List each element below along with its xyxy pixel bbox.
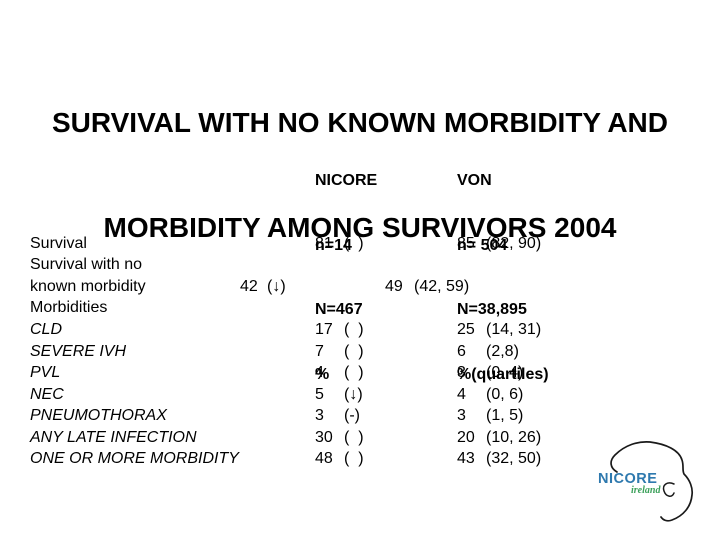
von-quartiles: (2,8) <box>486 342 519 360</box>
baby-head-profile-icon <box>610 441 694 522</box>
von-quartiles: (82, 90) <box>486 235 542 252</box>
morbidity-label: NEC <box>30 385 64 403</box>
table-row-survival: Survival 81 ( ) 85 (82, 90) <box>0 233 720 255</box>
nicore-n-big: N=467 <box>315 301 363 318</box>
baby-ear-icon <box>662 482 675 497</box>
von-quartiles: (1, 5) <box>486 407 524 424</box>
table-row-any-late-infection: ANY LATE INFECTION 30 ( ) 20 (10, 26) <box>0 427 720 449</box>
von-quartiles: (10, 26) <box>486 428 542 446</box>
von-value: 85 <box>457 235 475 252</box>
table-row-no-known-morbidity-line2: known morbidity 42 (↓) 49 (42, 59) <box>0 276 720 298</box>
slide-title: SURVIVAL WITH NO KNOWN MORBIDITY AND MOR… <box>0 35 720 315</box>
nicore-value: 5 <box>315 385 324 403</box>
von-column-name: VON <box>457 172 492 189</box>
von-value: 3 <box>457 364 466 381</box>
von-value: 4 <box>457 385 466 403</box>
nicore-flag: ( ) <box>344 428 364 446</box>
morbidity-label: PVL <box>30 364 61 381</box>
table-row-pvl: PVL 4 ( ) 3 (0, 4) <box>0 362 720 384</box>
nicore-value: 17 <box>315 321 333 338</box>
nicore-value: 42 <box>240 278 258 295</box>
table-row-one-or-more-morbidity: ONE OR MORE MORBIDITY 48 ( ) 43 (32, 50) <box>0 448 720 470</box>
title-line-2: MORBIDITY AMONG SURVIVORS 2004 <box>103 212 617 243</box>
nicore-value: 48 <box>315 450 333 467</box>
von-value: 43 <box>457 450 475 467</box>
table-row-cld: CLD 17 ( ) 25 (14, 31) <box>0 319 720 341</box>
nicore-flag: ( ) <box>344 342 364 360</box>
logo-region-label: ireland <box>631 485 661 496</box>
row-label: Survival with no <box>30 256 143 273</box>
nicore-unit: % <box>315 365 330 383</box>
von-value: 6 <box>457 342 466 360</box>
table-row-nec: NEC 5 (↓) 4 (0, 6) <box>0 384 720 406</box>
nicore-column-name: NICORE <box>315 172 378 189</box>
von-n-big: N=38,895 <box>457 301 527 318</box>
table-row-no-known-morbidity-line1: Survival with no <box>0 254 720 276</box>
von-quartiles: (0, 4) <box>486 364 524 381</box>
von-quartiles: (42, 59) <box>414 278 470 295</box>
von-quartiles: (0, 6) <box>486 385 524 403</box>
von-n-small: n= 504 <box>457 236 508 254</box>
table-row-severe-ivh: SEVERE IVH 7 ( ) 6 (2,8) <box>0 341 720 363</box>
nicore-ireland-logo: NICORE ireland <box>598 441 694 522</box>
nicore-value: 7 <box>315 342 324 360</box>
von-quartiles: (14, 31) <box>486 321 542 338</box>
nicore-flag: ( ) <box>344 364 364 381</box>
morbidity-label: CLD <box>30 321 63 338</box>
row-label: Survival <box>30 235 87 252</box>
von-value: 25 <box>457 321 475 338</box>
von-column-header: VON n= 504 N=38,895 %(quartiles) <box>457 127 549 428</box>
von-value: 3 <box>457 407 466 424</box>
von-value: 49 <box>385 278 403 295</box>
morbidity-label: PNEUMOTHORAX <box>30 407 167 424</box>
nicore-flag: (↓) <box>344 385 363 403</box>
morbidity-label: ANY LATE INFECTION <box>30 428 197 446</box>
table-section-morbidities: Morbidities <box>0 297 720 319</box>
nicore-value: 81 <box>315 235 333 252</box>
nicore-flag: (-) <box>344 407 360 424</box>
von-unit: %(quartiles) <box>457 365 549 383</box>
morbidity-label: ONE OR MORE MORBIDITY <box>30 450 239 467</box>
morbidity-label: SEVERE IVH <box>30 342 127 360</box>
von-quartiles: (32, 50) <box>486 450 542 467</box>
nicore-flag: ( ) <box>344 235 364 252</box>
nicore-flag: (↓) <box>267 278 286 295</box>
nicore-value: 30 <box>315 428 333 446</box>
nicore-value: 3 <box>315 407 324 424</box>
von-value: 20 <box>457 428 475 446</box>
nicore-flag: ( ) <box>344 450 364 467</box>
title-line-1: SURVIVAL WITH NO KNOWN MORBIDITY AND <box>52 107 668 138</box>
section-label: Morbidities <box>30 299 108 316</box>
nicore-n-small: n=14 <box>315 236 352 254</box>
nicore-column-header: NICORE n=14 N=467 % <box>315 127 377 428</box>
nicore-flag: ( ) <box>344 321 364 338</box>
logo-wordmark: NICORE <box>598 471 657 487</box>
nicore-value: 4 <box>315 364 324 381</box>
row-label: known morbidity <box>30 278 146 295</box>
table-row-pneumothorax: PNEUMOTHORAX 3 (-) 3 (1, 5) <box>0 405 720 427</box>
